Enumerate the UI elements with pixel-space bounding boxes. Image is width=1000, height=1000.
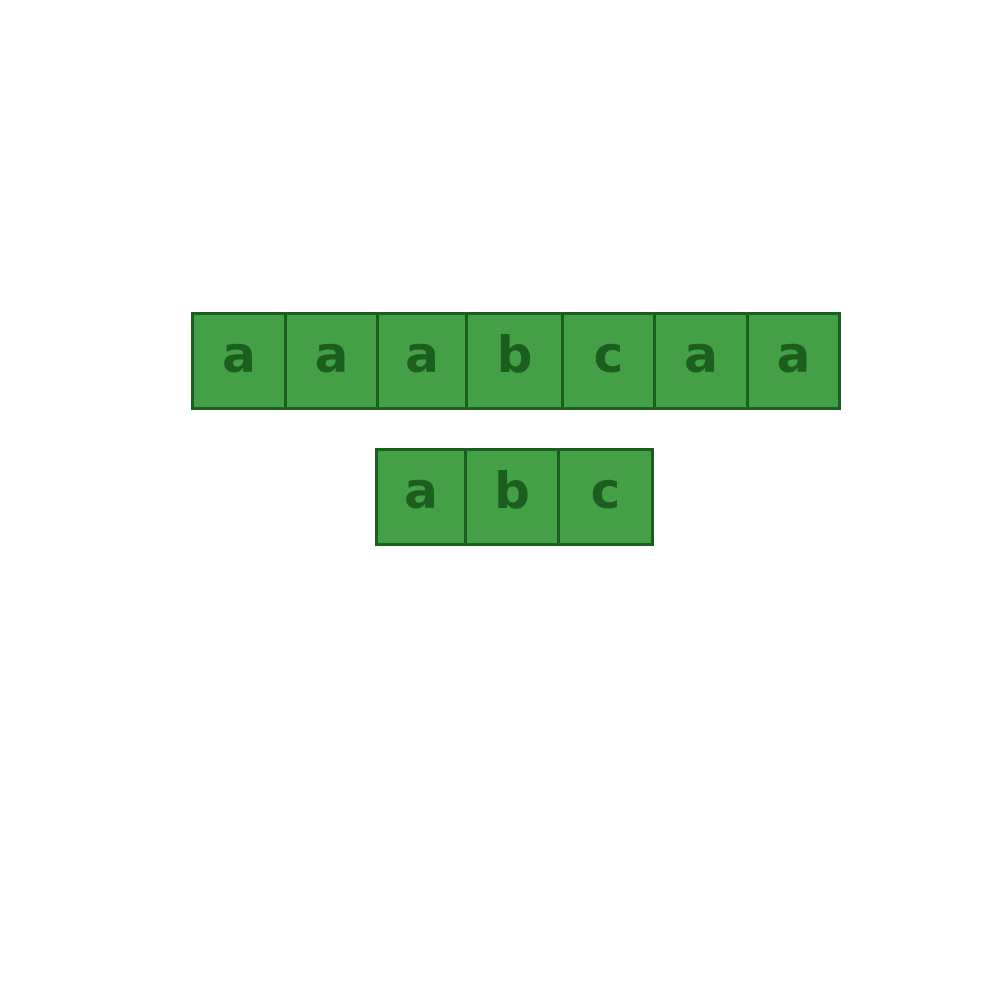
pattern-cell: b	[467, 451, 560, 543]
text-cell: c	[564, 315, 656, 407]
text-cell: a	[656, 315, 749, 407]
pattern-cell: c	[590, 462, 621, 520]
pattern-array: a b c	[375, 448, 654, 546]
text-array: a a a b c a a	[191, 312, 841, 410]
text-cell: a	[287, 315, 379, 407]
pattern-cell: a	[378, 451, 467, 543]
text-cell: b	[468, 315, 564, 407]
text-cell: a	[194, 315, 287, 407]
text-cell: a	[379, 315, 468, 407]
text-cell: a	[776, 326, 811, 384]
